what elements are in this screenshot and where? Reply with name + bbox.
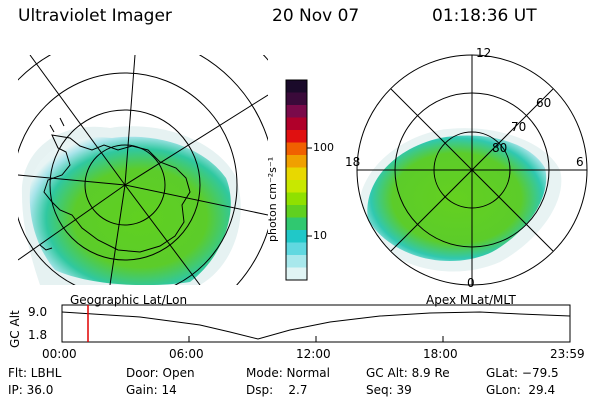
colorbar-segment (286, 117, 307, 131)
left-panel-label: Geographic Lat/Lon (70, 293, 188, 307)
info-seq: Seq: 39 (366, 383, 412, 397)
info-dsp: Dsp: 2.7 (246, 383, 308, 397)
colorbar-segment (286, 242, 307, 256)
colorbar (286, 80, 307, 281)
colorbar-segment (286, 192, 307, 206)
colorbar-segment (286, 130, 307, 143)
info-flt: Flt: LBHL (8, 366, 62, 380)
mlat-label-70: 70 (511, 120, 527, 134)
mlt-label-6: 6 (576, 155, 584, 169)
altitude-curve (61, 311, 571, 340)
mlt-label-0: 0 (467, 276, 475, 290)
colorbar-segment (286, 155, 307, 168)
colorbar-unit-label: photon cm⁻²s⁻¹ (266, 156, 279, 242)
geographic-map (18, 55, 268, 285)
observation-time: 01:18:36 UT (432, 6, 537, 26)
altitude-xtick-4: 23:59 (550, 347, 585, 361)
altitude-xtick-0: 00:00 (42, 347, 77, 361)
altitude-xtick-3: 18:00 (423, 347, 458, 361)
mlt-label-18: 18 (345, 155, 361, 169)
info-mode: Mode: Normal (246, 366, 330, 380)
info-gcalt: GC Alt: 8.9 Re (366, 366, 450, 380)
colorbar-segment (286, 92, 307, 106)
colorbar-segment (286, 267, 307, 281)
altitude-x-ticks (61, 336, 571, 342)
mlt-label-12: 12 (476, 46, 492, 60)
mlat-label-80: 80 (492, 141, 508, 155)
colorbar-segment (286, 255, 307, 268)
altitude-xtick-2: 12:00 (296, 347, 331, 361)
info-ip: IP: 36.0 (8, 383, 54, 397)
colorbar-segment (286, 205, 307, 218)
info-gain: Gain: 14 (126, 383, 177, 397)
colorbar-frame (285, 79, 308, 281)
observation-date: 20 Nov 07 (272, 6, 360, 26)
colorbar-segment (286, 80, 307, 93)
colorbar-segment (286, 142, 307, 156)
colorbar-segment (286, 230, 307, 243)
colorbar-tick-100: 100 (313, 141, 334, 154)
info-glon: GLon: 29.4 (486, 383, 556, 397)
colorbar-tick-10: 10 (313, 229, 327, 242)
info-glat: GLat: −79.5 (486, 366, 559, 380)
colorbar-segment (286, 180, 307, 193)
mlat-label-60: 60 (536, 96, 552, 110)
right-panel-label: Apex MLat/MLT (426, 293, 516, 307)
info-door: Door: Open (126, 366, 195, 380)
colorbar-segment (286, 105, 307, 118)
magnetic-grid (356, 54, 588, 286)
altitude-ytick-low: 1.8 (28, 328, 48, 342)
altitude-ytick-high: 9.0 (28, 305, 48, 319)
aurora-oval-left (29, 136, 231, 285)
colorbar-segment (286, 217, 307, 231)
image-title: Ultraviolet Imager (18, 6, 172, 26)
altitude-xtick-1: 06:00 (169, 347, 204, 361)
altitude-ylabel: GC Alt (8, 310, 22, 348)
colorbar-segment (286, 167, 307, 181)
coastline (43, 134, 191, 253)
